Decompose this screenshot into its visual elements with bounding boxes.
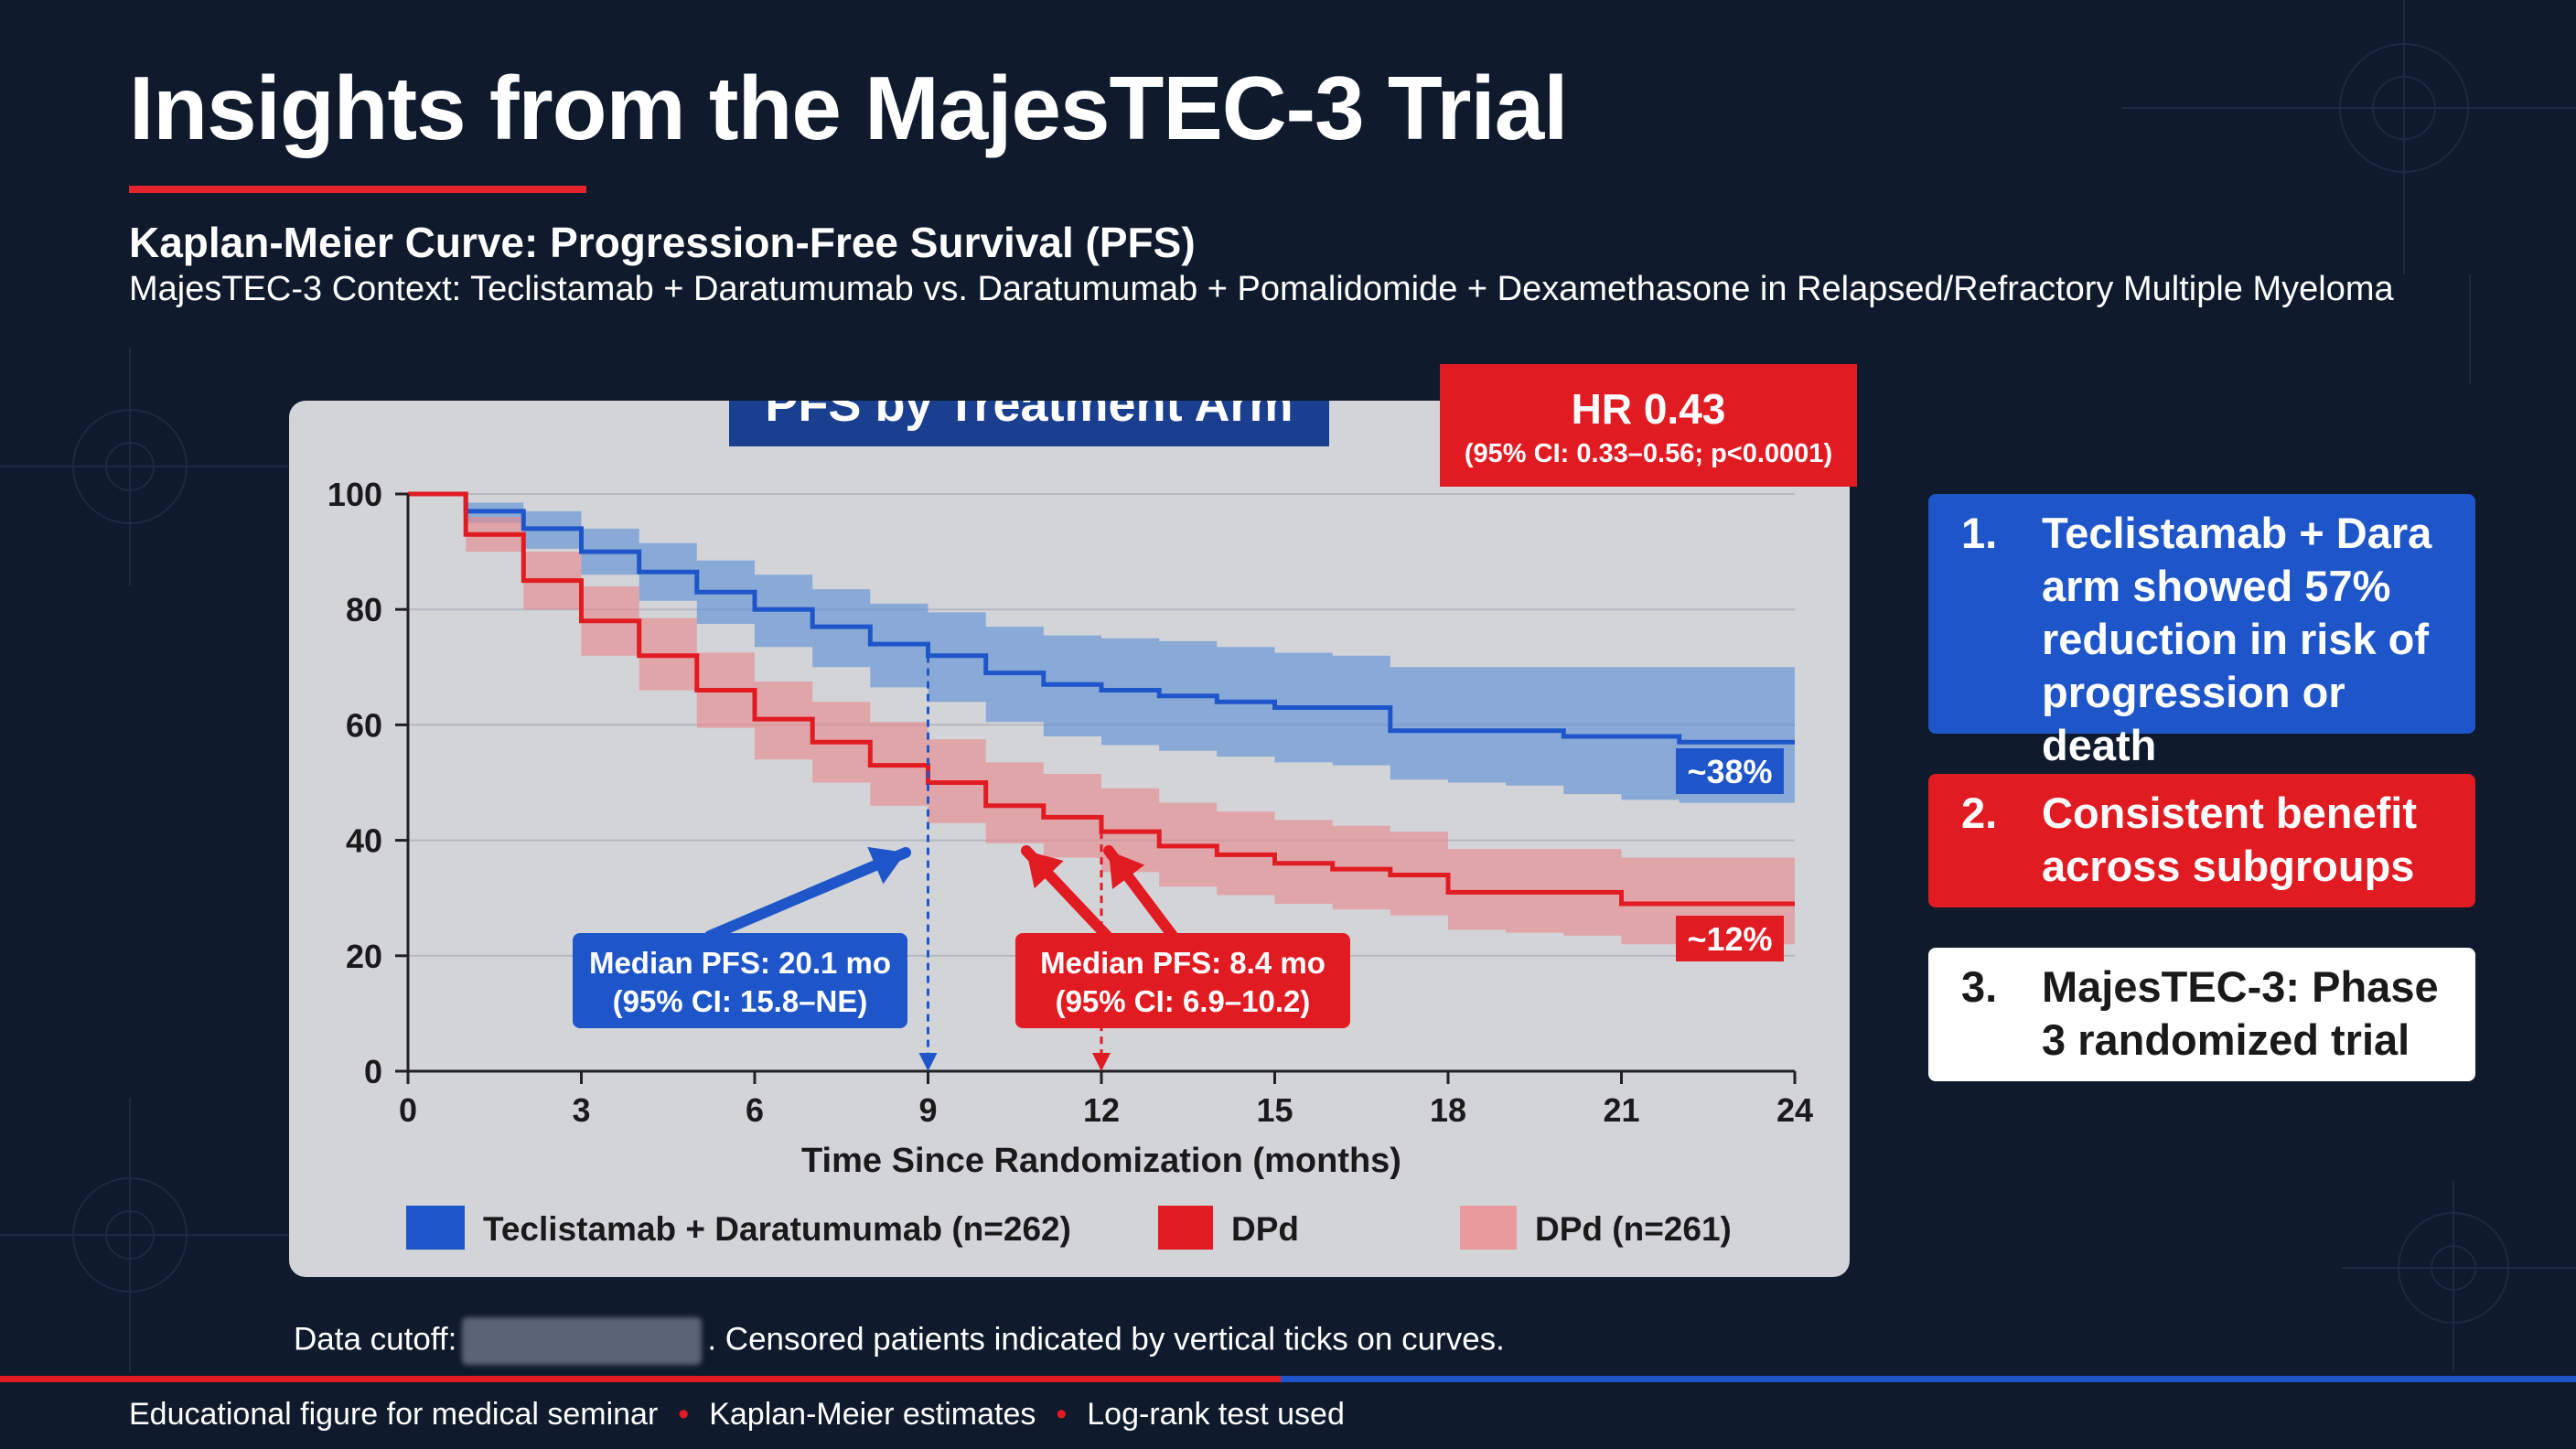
chart-panel: 0 20 40 60 80 100 0 3 6 9 12 15 18 21 24 Time Since Ran… [289,401,1850,1277]
x-tick-label: 21 [1603,1091,1639,1129]
median-annotation-line: (95% CI: 6.9–10.2) [1056,984,1311,1018]
footnote-prefix: Data cutoff: [294,1321,457,1358]
title-underline [129,186,586,193]
arrow-shaft [704,847,911,941]
bullet-icon: • [1056,1397,1068,1432]
hazard-ratio-ci: (95% CI: 0.33–0.56; p<0.0001) [1464,439,1833,468]
x-tick-label: 9 [918,1091,937,1129]
legend-swatch [1158,1206,1213,1250]
km-line-tec-dara [408,491,1795,745]
km-line-dpd [408,491,1795,907]
study-context: MajesTEC-3 Context: Teclistamab + Daratu… [129,270,2394,308]
redacted-date [462,1317,703,1365]
median-annotation-line: Median PFS: 8.4 mo [1040,946,1326,980]
y-tick-label: 80 [346,591,382,628]
insight-card-1: 1. Teclistamab + Dara arm showed 57% red… [1928,494,2475,769]
insight-text: Teclistamab + Dara arm showed 57% reduct… [2042,509,2432,769]
x-tick-label: 12 [1083,1091,1120,1129]
x-tick-label: 6 [746,1091,764,1129]
hazard-ratio-value: HR 0.43 [1571,385,1726,433]
x-tick-label: 0 [399,1091,417,1129]
bullet-icon: • [678,1397,690,1432]
arrow-head-icon [1026,851,1064,889]
hazard-ratio-box: HR 0.43 (95% CI: 0.33–0.56; p<0.0001) [1440,364,1857,487]
arrow-head-icon [867,846,906,885]
x-tick-label: 15 [1256,1091,1293,1129]
median-marker-icon [918,1053,938,1071]
insight-text: MajesTEC-3: Phase 3 randomized trial [2042,962,2439,1064]
median-annotation-box [573,933,907,1028]
arrow-head-icon [1109,851,1145,889]
insight-number: 1. [1961,509,1998,557]
legend-label: DPd (n=261) [1535,1210,1732,1248]
legend-label: DPd [1231,1210,1299,1248]
insight-number: 2. [1961,789,1998,837]
median-annotation-line: Median PFS: 20.1 mo [589,946,891,980]
legend-swatch [1460,1206,1517,1250]
ci-band-dpd [408,494,1795,945]
chart-subtitle: Kaplan-Meier Curve: Progression-Free Sur… [129,219,1196,266]
ci-band-tec-dara [408,494,1795,803]
median-annotation-box [1015,933,1350,1028]
x-axis-label: Time Since Randomization (months) [801,1142,1401,1180]
insight-text: Consistent benefit across subgroups [2042,789,2417,890]
median-marker-icon [1092,1053,1111,1071]
data-cutoff-note: Data cutoff: . Censored patients indicate… [294,1317,1505,1365]
y-tick-label: 60 [346,706,382,744]
footer-item: Educational figure for medical seminar [129,1397,659,1432]
insight-number: 3. [1961,962,1998,1011]
legend-label: Teclistamab + Daratumumab (n=262) [483,1210,1071,1248]
insight-card-2: 2. Consistent benefit across subgroups [1928,774,2475,907]
median-annotation-line: (95% CI: 15.8–NE) [613,984,868,1018]
page-title: Insights from the MajesTEC-3 Trial [129,58,1568,158]
chart-title-box [729,401,1329,446]
footnote-suffix: . Censored patients indicated by vertica… [707,1321,1505,1358]
x-tick-label: 3 [572,1091,590,1129]
footer-item: Kaplan-Meier estimates [709,1397,1036,1432]
footer: Educational figure for medical seminar • K… [129,1397,1345,1433]
footer-divider-blue [1281,1376,2576,1382]
insight-card-3: 3. MajesTEC-3: Phase 3 randomized trial [1928,948,2475,1081]
end-value-label: ~12% [1687,920,1772,958]
km-chart: 0 20 40 60 80 100 0 3 6 9 12 15 18 21 24 Time Since Ran… [327,401,1813,1250]
x-tick-label: 18 [1430,1091,1466,1129]
legend-swatch [406,1206,465,1250]
y-tick-label: 100 [327,476,382,513]
y-tick-label: 20 [346,938,382,975]
end-value-badge [1676,916,1784,961]
chart-title: PFS by Treatment Arm [765,401,1293,432]
footer-item: Log-rank test used [1087,1397,1345,1432]
footer-divider-red [0,1376,1281,1382]
x-tick-label: 24 [1776,1091,1813,1129]
y-tick-label: 0 [364,1053,382,1090]
y-tick-label: 40 [346,822,382,860]
end-value-label: ~38% [1687,753,1772,790]
end-value-badge [1676,748,1784,794]
